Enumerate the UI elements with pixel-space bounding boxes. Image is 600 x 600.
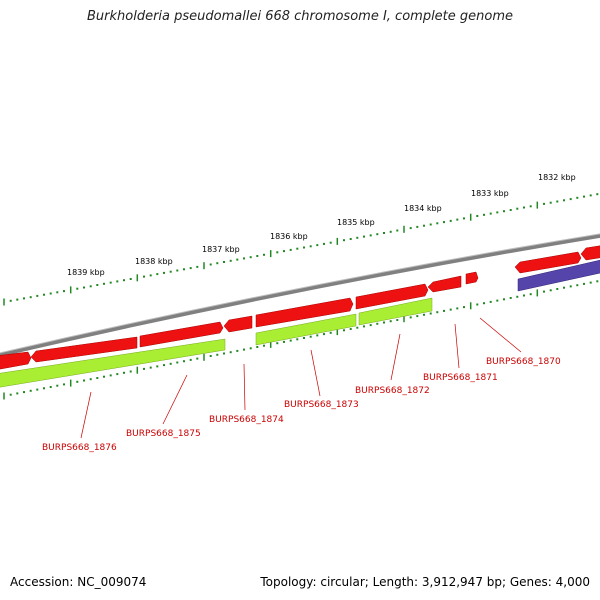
inner-scale-ticks bbox=[3, 280, 599, 400]
leader-line bbox=[162, 374, 188, 425]
topology-text: Topology: circular; Length: 3,912,947 bp… bbox=[260, 575, 590, 589]
scale-label: 1839 kbp bbox=[67, 268, 105, 277]
scale-label: 1832 kbp bbox=[538, 173, 576, 182]
gene-feature[interactable] bbox=[0, 338, 226, 388]
gene-label[interactable]: BURPS668_1871 bbox=[423, 373, 498, 383]
chromosome-backbone-highlight bbox=[0, 233, 600, 354]
leader-line bbox=[243, 363, 246, 411]
gene-label[interactable]: BURPS668_1875 bbox=[126, 429, 201, 439]
chromosome-backbone bbox=[0, 233, 600, 357]
gene-feature[interactable] bbox=[358, 297, 433, 326]
gene-label[interactable]: BURPS668_1872 bbox=[355, 386, 430, 396]
gene-feature[interactable] bbox=[255, 313, 357, 346]
leader-line bbox=[390, 333, 401, 381]
gene-feature[interactable] bbox=[580, 245, 600, 261]
gene-feature[interactable] bbox=[355, 283, 429, 310]
scale-label: 1835 kbp bbox=[337, 218, 375, 227]
gene-feature[interactable] bbox=[139, 321, 224, 348]
gene-feature[interactable] bbox=[0, 351, 32, 370]
gene-feature[interactable] bbox=[30, 336, 138, 363]
gene-label[interactable]: BURPS668_1873 bbox=[284, 400, 359, 410]
scale-label: 1837 kbp bbox=[202, 245, 240, 254]
outer-scale-ticks bbox=[3, 193, 599, 306]
leader-line bbox=[454, 323, 460, 369]
rna-feature[interactable] bbox=[517, 259, 600, 292]
forward-strand-genes bbox=[0, 245, 600, 370]
scale-label: 1833 kbp bbox=[471, 189, 509, 198]
accession-text: Accession: NC_009074 bbox=[10, 575, 147, 589]
gene-label[interactable]: BURPS668_1876 bbox=[42, 443, 117, 453]
gene-feature[interactable] bbox=[514, 251, 582, 274]
gene-feature[interactable] bbox=[427, 275, 462, 293]
leader-line bbox=[80, 391, 92, 439]
label-leaders bbox=[80, 317, 522, 439]
gene-feature[interactable] bbox=[223, 315, 253, 333]
gene-label[interactable]: BURPS668_1870 bbox=[486, 357, 561, 367]
map-title: Burkholderia pseudomallei 668 chromosome… bbox=[86, 9, 514, 24]
gene-label[interactable]: BURPS668_1874 bbox=[209, 415, 284, 425]
gene-feature[interactable] bbox=[465, 271, 479, 285]
reverse-strand-genes bbox=[0, 297, 433, 388]
scale-label: 1838 kbp bbox=[135, 257, 173, 266]
gene-labels: BURPS668_1870 BURPS668_1871 BURPS668_187… bbox=[42, 357, 561, 453]
leader-line bbox=[479, 317, 522, 353]
leader-line bbox=[310, 349, 321, 397]
scale-label: 1834 kbp bbox=[404, 204, 442, 213]
scale-labels: 1832 kbp 1833 kbp 1834 kbp 1835 kbp 1836… bbox=[67, 173, 576, 277]
scale-label: 1836 kbp bbox=[270, 232, 308, 241]
gene-feature[interactable] bbox=[255, 297, 354, 328]
